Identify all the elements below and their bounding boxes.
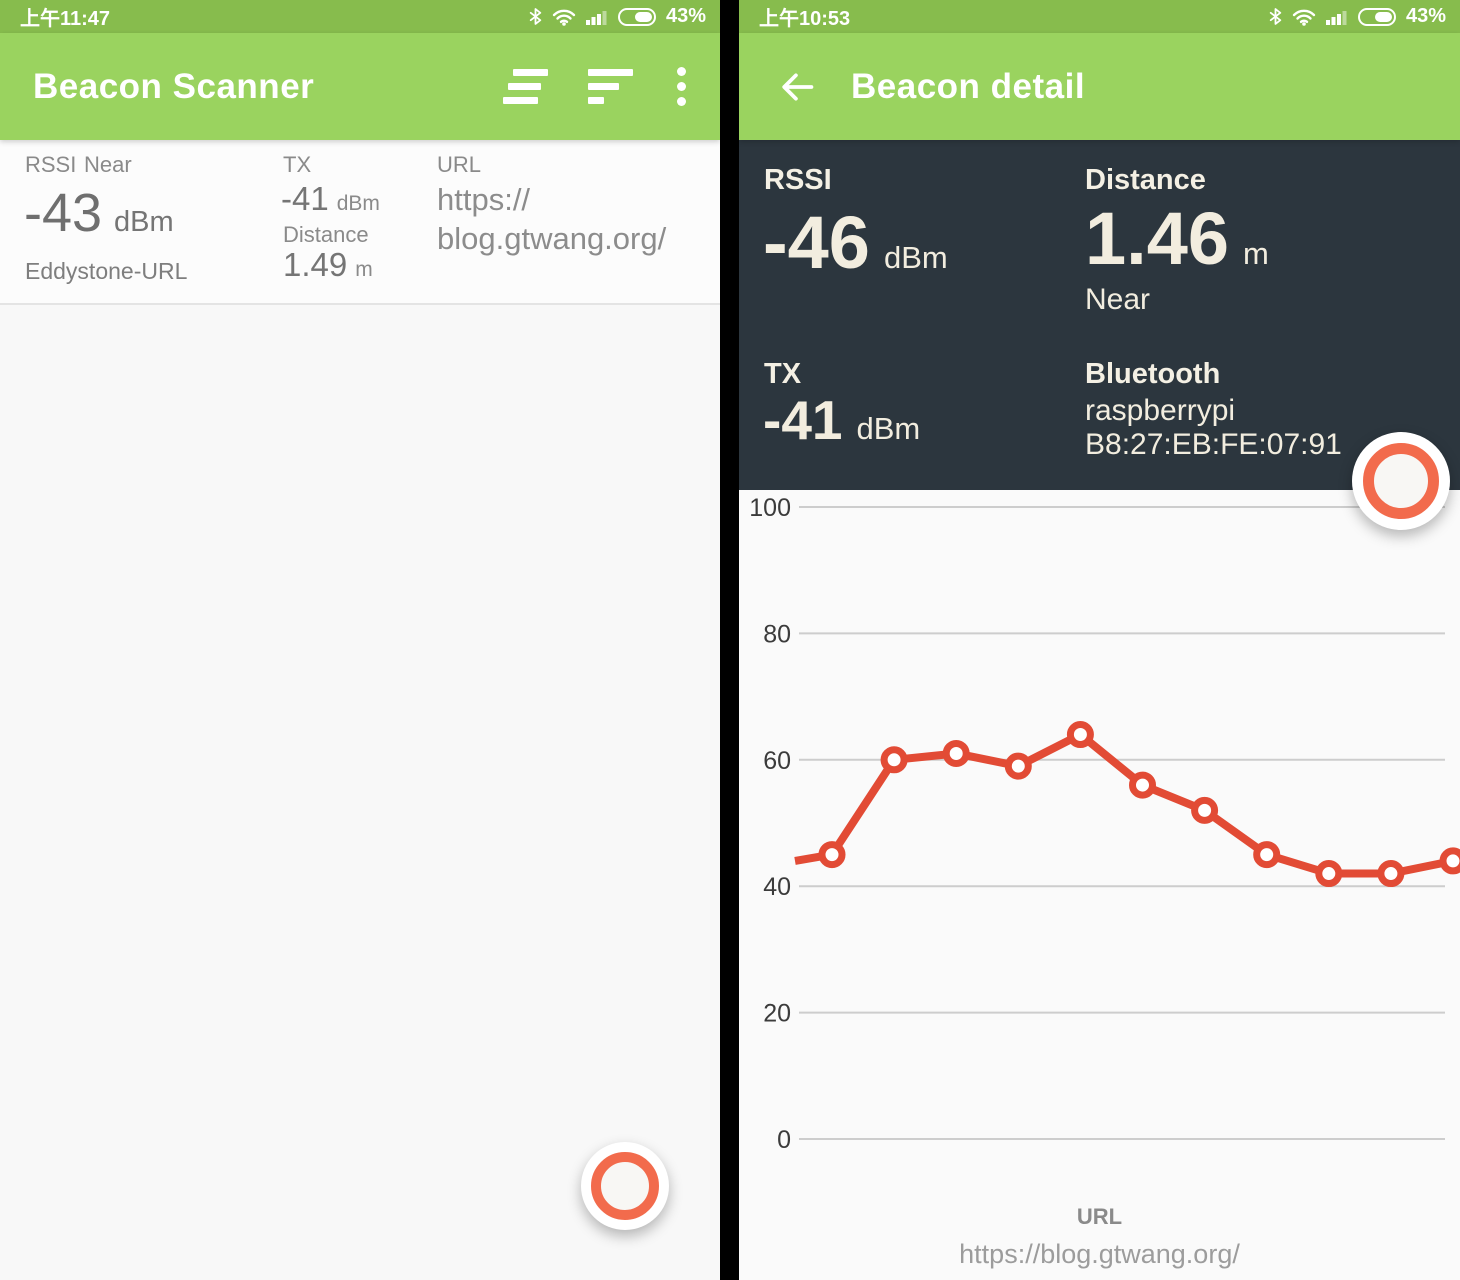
battery-percent: 43% (1405, 5, 1446, 27)
svg-text:60: 60 (763, 747, 791, 775)
distance-value-row: 1.46 m (1085, 200, 1269, 278)
rssi-unit: dBm (114, 206, 174, 238)
rssi-label: RSSI (25, 152, 77, 177)
page-title: Beacon detail (851, 66, 1086, 106)
beacon-detail-panel: RSSI -46 dBm Distance 1.46 m Near TX -41… (739, 140, 1460, 490)
tx-value: -41 (763, 389, 843, 451)
status-icons: 43% (1269, 5, 1446, 28)
tx-unit: dBm (336, 192, 380, 215)
status-time: 上午11:47 (20, 8, 111, 30)
signal-strength-icon (1325, 10, 1347, 25)
status-bar: 上午10:53 43% (739, 0, 1460, 33)
svg-text:40: 40 (763, 873, 791, 901)
distance-label: Distance (283, 222, 369, 247)
bluetooth-mac-address: B8:27:EB:FE:07:91 (1085, 428, 1342, 461)
rssi-value: -43 (24, 183, 103, 243)
record-ring-icon (1363, 443, 1439, 519)
battery-icon (617, 7, 656, 26)
bluetooth-device-name: raspberrypi (1085, 394, 1236, 427)
battery-icon (1357, 7, 1396, 26)
wifi-icon (1292, 9, 1316, 26)
distance-unit: m (355, 258, 373, 281)
beacon-url: https:// blog.gtwang.org/ (437, 180, 666, 258)
bluetooth-icon (529, 8, 542, 25)
beacon-url: https://blog.gtwang.org/ (959, 1239, 1240, 1269)
beacon-type-label: Eddystone-URL (25, 258, 188, 284)
status-icons: 43% (529, 5, 706, 28)
wifi-icon (552, 9, 576, 26)
distance-unit: m (1243, 236, 1269, 271)
tx-value: -41 (281, 180, 329, 217)
rssi-unit: dBm (883, 240, 948, 275)
tx-label: TX (764, 358, 802, 390)
sort-descending-lines-icon[interactable] (588, 69, 633, 104)
beacon-scanner-screen: 上午11:47 43% (0, 0, 720, 1280)
distance-value: 1.49 (283, 246, 348, 283)
signal-strength-icon (585, 10, 607, 25)
rssi-value: -46 (763, 201, 870, 284)
overflow-menu-icon[interactable] (673, 63, 690, 110)
tx-value-row: -41 dBm (281, 180, 380, 218)
rssi-value-row: -43 dBm (24, 182, 174, 244)
proximity-badge: Near (84, 152, 132, 177)
rssi-value-row: -46 dBm (763, 204, 948, 282)
status-bar: 上午11:47 43% (0, 0, 720, 33)
battery-percent: 43% (665, 5, 706, 27)
record-ring-icon (591, 1152, 659, 1220)
distance-value-row: 1.49 m (283, 246, 373, 284)
scan-fab-button[interactable] (1352, 432, 1450, 530)
svg-text:100: 100 (749, 494, 791, 522)
rssi-label: RSSI (764, 164, 832, 196)
distance-label: Distance (1085, 164, 1206, 196)
url-label: URL (1076, 1204, 1123, 1229)
tx-label: TX (283, 152, 312, 177)
beacon-detail-screen: 上午10:53 43% (739, 0, 1460, 1280)
sort-staggered-lines-icon[interactable] (503, 69, 548, 104)
svg-text:80: 80 (763, 620, 791, 648)
page-title: Beacon Scanner (33, 66, 315, 106)
tx-value-row: -41 dBm (763, 389, 921, 451)
distance-value: 1.46 (1085, 197, 1230, 280)
back-arrow-icon[interactable] (777, 67, 817, 107)
svg-text:0: 0 (777, 1126, 791, 1154)
url-label: URL (437, 152, 482, 177)
beacon-list-item[interactable]: RSSI Near -43 dBm Eddystone-URL TX -41 d… (0, 140, 720, 305)
chart-footer: URL https://blog.gtwang.org/ (739, 1190, 1460, 1270)
beacon-url-line2: blog.gtwang.org/ (437, 221, 667, 256)
bluetooth-icon (1269, 8, 1282, 25)
app-bar: Beacon detail (739, 33, 1460, 140)
tx-unit: dBm (856, 411, 921, 446)
beacon-url-line1: https:// (437, 182, 531, 217)
rssi-history-chart: 0 20 40 60 80 100 (749, 494, 1460, 1154)
bluetooth-label: Bluetooth (1085, 358, 1221, 390)
status-time: 上午10:53 (759, 8, 851, 30)
app-bar-actions (503, 63, 690, 110)
scan-fab-button[interactable] (581, 1142, 669, 1230)
svg-text:20: 20 (763, 1000, 791, 1028)
proximity-badge: Near (1085, 283, 1151, 316)
app-bar: Beacon Scanner (0, 33, 720, 140)
